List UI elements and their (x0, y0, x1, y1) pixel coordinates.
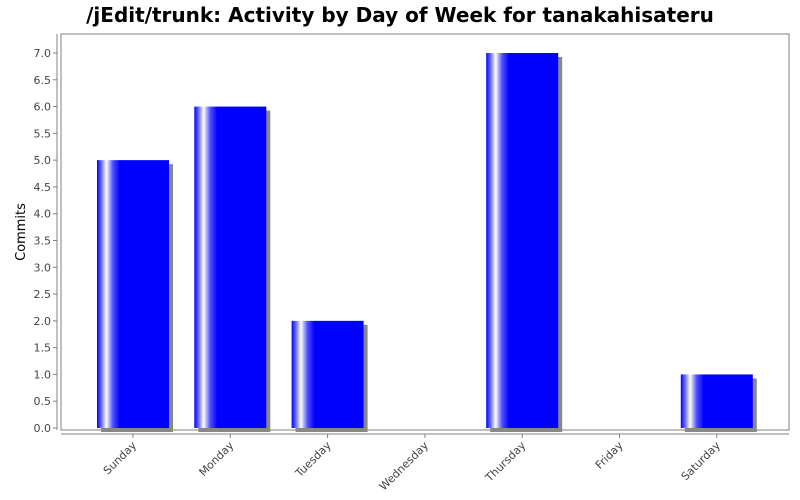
y-tick-label: 6.0 (34, 101, 52, 114)
bar-monday (194, 106, 267, 429)
y-tick-label: 2.0 (34, 315, 52, 328)
y-tick-label: 7.0 (34, 47, 52, 60)
y-tick-label: 4.0 (34, 208, 52, 221)
x-tick-label: Friday (593, 439, 626, 472)
plot-area (60, 33, 790, 431)
y-tick-label: 3.5 (34, 235, 52, 248)
x-tick-label: Monday (197, 439, 237, 479)
x-tick-label: Saturday (679, 439, 724, 484)
chart-title: /jEdit/trunk: Activity by Day of Week fo… (86, 3, 714, 27)
x-tick-label: Sunday (101, 439, 140, 478)
bar-thursday (486, 53, 559, 428)
bars-group (97, 53, 757, 433)
y-tick-label: 1.0 (34, 368, 52, 381)
y-tick-label: 6.5 (34, 74, 52, 87)
y-tick-label: 1.5 (34, 342, 52, 355)
bar-saturday (680, 374, 753, 428)
x-tick-label: Thursday (482, 439, 528, 485)
y-axis-label: Commits (14, 203, 29, 261)
y-axis: 0.0 0.5 1.0 1.5 2.0 2.5 3.0 3.5 4.0 4.5 5.0 5.5 6.0 6… (34, 34, 58, 435)
bar-tuesday (291, 320, 364, 428)
y-tick-label: 5.5 (34, 127, 52, 140)
y-tick-label: 0.5 (34, 395, 52, 408)
y-tick-label: 5.0 (34, 154, 52, 167)
y-tick-label: 3.0 (34, 261, 52, 274)
y-tick-label: 0.0 (34, 422, 52, 435)
x-axis: Sunday Monday Tuesday Wednesday Thursday Frid… (61, 433, 789, 494)
y-tick-label: 2.5 (34, 288, 52, 301)
x-tick-label: Wednesday (377, 439, 432, 494)
x-tick-label: Tuesday (292, 439, 334, 481)
bar-sunday (97, 160, 169, 428)
y-tick-label: 4.5 (34, 181, 52, 194)
